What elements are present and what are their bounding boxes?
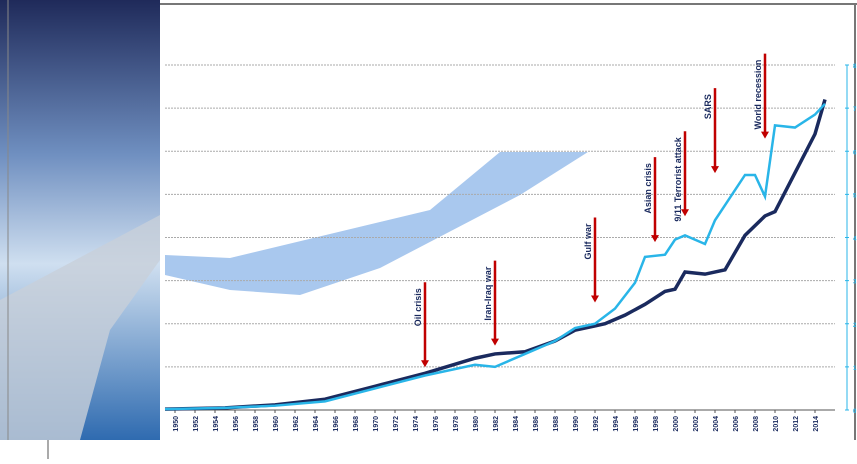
x-tick-label: 2008 [753,416,760,432]
annotation-label: 9/11 Terrorist attack [673,136,683,221]
x-tick-label: 1960 [273,416,280,432]
arrow-head [651,235,659,243]
x-tick-label: 2012 [793,416,800,432]
plot: 0 1 2 3 4 5 6 7 8 1950 1952 1954 1956 1958 1960 1962 196… [164,53,857,432]
x-tick-label: 2014 [813,416,820,432]
annotation-label: Oil crisis [413,288,423,326]
series-line [164,102,826,411]
x-tick-label: 1970 [373,416,380,432]
x-tick-label: 1984 [513,416,520,432]
x-tick-label: 2000 [673,416,680,432]
x-tick-label: 1990 [573,416,580,432]
annotation-label: SARS [703,94,713,119]
y-tick-label: 3 [853,280,857,286]
x-tick-label: 1952 [193,416,200,432]
x-tick-label: 1982 [493,416,500,432]
x-tick-label: 1954 [213,416,220,432]
x-tick-label: 1992 [593,416,600,432]
arrow-head [591,295,599,303]
x-tick-label: 2002 [693,416,700,432]
x-tick-label: 1976 [433,416,440,432]
annotation-label: World recession [753,60,763,130]
plane-silhouette [165,152,588,295]
photo-plane [0,215,160,440]
x-tick-label: 1968 [353,416,360,432]
x-tick-label: 1950 [173,416,180,432]
x-tick-label: 1966 [333,416,340,432]
x-tick-label: 1962 [293,416,300,432]
y-tick-label: 6 [853,150,857,156]
annotation-label: Asian crisis [643,163,653,214]
annotation-label: Iran-Iraq war [483,266,493,321]
y-tick-label: 5 [853,193,857,199]
series-line [164,99,827,411]
y-tick-label: 2 [853,323,857,329]
x-tick-label: 1994 [613,416,620,432]
x-tick-label: 1978 [453,416,460,432]
x-tick-label: 1974 [413,416,420,432]
x-tick-label: 1980 [473,416,480,432]
arrow-head [711,166,719,174]
y-tick-label: 8 [853,64,857,70]
arrow-head [421,360,429,368]
y-tick-label: 4 [853,237,857,243]
x-tick-label: 2006 [733,416,740,432]
x-tick-label: 1998 [653,416,660,432]
x-tick-label: 1958 [253,416,260,432]
arrow-head [681,209,689,217]
x-tick-label: 1956 [233,416,240,432]
arrow-head [761,131,769,139]
x-tick-label: 2010 [773,416,780,432]
y-tick-label: 0 [853,409,857,415]
x-tick-label: 2004 [713,416,720,432]
y-tick-label: 7 [853,107,857,113]
x-tick-label: 1964 [313,416,320,432]
y-tick-label: 1 [853,366,857,372]
annotation-label: Gulf war [583,223,593,260]
x-tick-label: 1996 [633,416,640,432]
x-tick-label: 1986 [533,416,540,432]
arrow-head [491,338,499,346]
x-tick-label: 1972 [393,416,400,432]
x-tick-label: 1988 [553,416,560,432]
